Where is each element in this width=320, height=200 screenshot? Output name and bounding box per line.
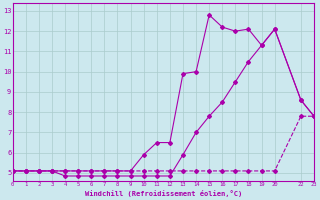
X-axis label: Windchill (Refroidissement éolien,°C): Windchill (Refroidissement éolien,°C) xyxy=(85,190,242,197)
